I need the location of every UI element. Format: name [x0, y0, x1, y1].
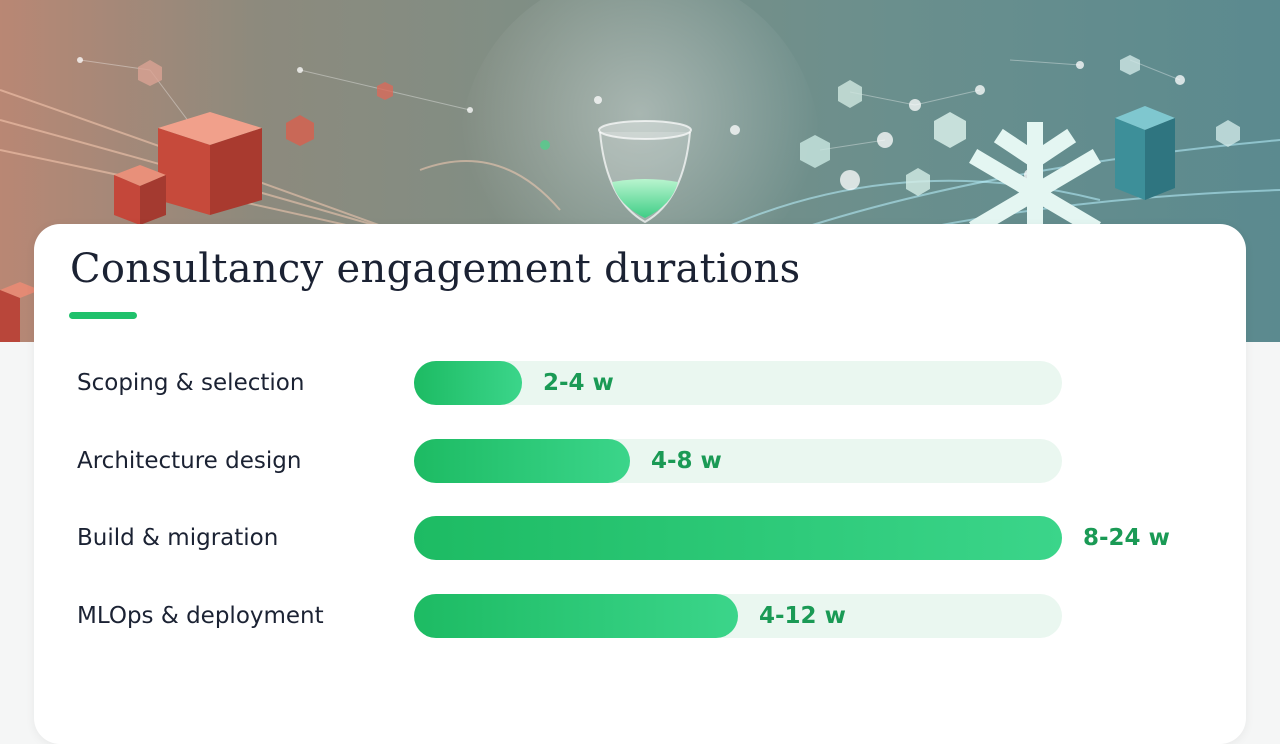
title-accent-bar: [69, 312, 137, 319]
bar: [414, 593, 738, 638]
cube-icon: [800, 55, 1240, 200]
bar-track: [414, 361, 1062, 405]
bar: [414, 516, 1062, 560]
bar: [414, 361, 522, 405]
bar-track: [414, 516, 1062, 560]
chart-title: Consultancy engagement durations: [70, 246, 801, 292]
value-label: 4-12 w: [759, 602, 846, 629]
category-label: Build & migration: [77, 525, 279, 551]
bar-row: MLOps & deployment 4-12 w: [34, 593, 1246, 638]
category-label: Scoping & selection: [77, 370, 305, 396]
bar-track: [414, 438, 1062, 483]
category-label: Architecture design: [77, 447, 302, 474]
chart-card: Consultancy engagement durations Scoping…: [34, 224, 1246, 744]
value-label: 4-8 w: [651, 447, 722, 474]
bar-row: Scoping & selection 2-4 w: [34, 361, 1246, 405]
value-label: 8-24 w: [1083, 525, 1170, 551]
hourglass-icon: [598, 120, 692, 224]
bar: [414, 438, 630, 483]
bar-track: [414, 593, 1062, 638]
cube-icon: [0, 60, 393, 342]
bar-row: Build & migration 8-24 w: [34, 516, 1246, 560]
category-label: MLOps & deployment: [77, 602, 324, 629]
bar-row: Architecture design 4-8 w: [34, 438, 1246, 483]
value-label: 2-4 w: [543, 370, 614, 396]
